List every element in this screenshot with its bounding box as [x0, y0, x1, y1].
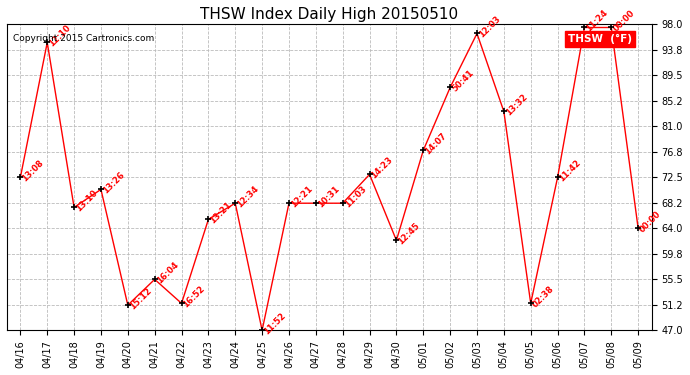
- Text: 10:31: 10:31: [316, 184, 341, 210]
- Text: 11:03: 11:03: [343, 184, 368, 210]
- Text: 16:52: 16:52: [181, 284, 207, 310]
- Text: 13:21: 13:21: [208, 201, 234, 226]
- Text: 50:41: 50:41: [450, 69, 475, 94]
- Text: 11:42: 11:42: [558, 158, 583, 184]
- Text: 15:12: 15:12: [128, 286, 153, 312]
- Text: 14:23: 14:23: [370, 156, 395, 181]
- Title: THSW Index Daily High 20150510: THSW Index Daily High 20150510: [200, 7, 458, 22]
- Text: 11:24: 11:24: [584, 9, 610, 34]
- Text: 13:10: 13:10: [74, 189, 99, 214]
- Text: 11:52: 11:52: [262, 311, 288, 337]
- Text: 00:00: 00:00: [638, 210, 663, 235]
- Text: 14:07: 14:07: [423, 132, 448, 157]
- Text: 12:21: 12:21: [289, 184, 315, 210]
- Text: THSW  (°F): THSW (°F): [569, 34, 632, 44]
- Text: 13:26: 13:26: [101, 171, 126, 196]
- Text: 12:45: 12:45: [397, 221, 422, 247]
- Text: 00:00: 00:00: [611, 9, 636, 34]
- Text: Copyright 2015 Cartronics.com: Copyright 2015 Cartronics.com: [13, 34, 155, 43]
- Text: 12:03: 12:03: [477, 15, 502, 40]
- Text: 02:38: 02:38: [531, 285, 556, 310]
- Text: 16:04: 16:04: [155, 261, 180, 286]
- Text: 13:08: 13:08: [21, 159, 46, 184]
- Text: 12:10: 12:10: [47, 24, 72, 49]
- Text: 12:34: 12:34: [235, 184, 261, 210]
- Text: 13:32: 13:32: [504, 93, 529, 118]
